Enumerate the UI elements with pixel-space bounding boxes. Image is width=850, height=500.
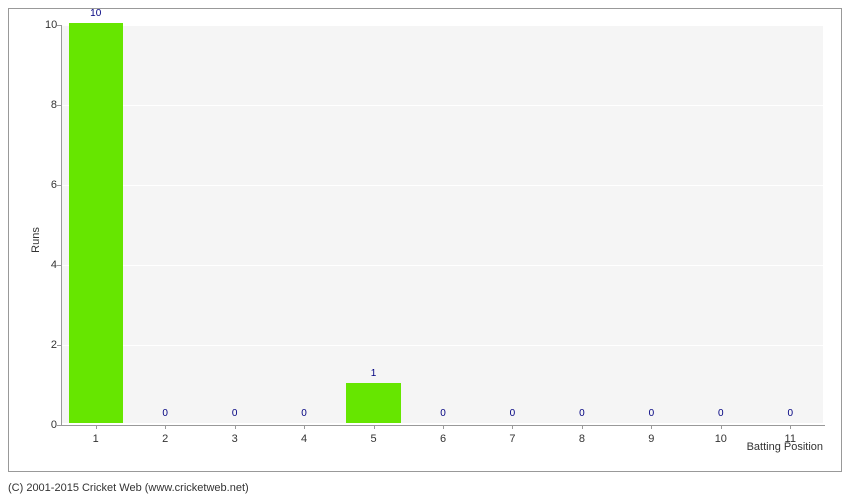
- grid-line: [61, 345, 823, 346]
- y-tick-label: 2: [45, 339, 57, 351]
- grid-line: [61, 25, 823, 26]
- y-tick-label: 4: [45, 259, 57, 271]
- y-axis-line: [61, 25, 62, 425]
- y-tick-label: 0: [45, 419, 57, 431]
- x-tick-label: 10: [715, 433, 727, 445]
- bar-value-label: 0: [440, 408, 446, 419]
- x-tick-label: 7: [509, 433, 515, 445]
- y-axis-label: Runs: [30, 227, 42, 253]
- plot-area: 100001000000: [61, 25, 823, 423]
- copyright-text: (C) 2001-2015 Cricket Web (www.cricketwe…: [8, 482, 249, 494]
- bar: [346, 383, 400, 423]
- chart-border: Runs Batting Position 100001000000 02468…: [8, 8, 842, 472]
- grid-line: [61, 105, 823, 106]
- bar-value-label: 0: [787, 408, 793, 419]
- bar-value-label: 10: [90, 8, 101, 19]
- bar-value-label: 0: [649, 408, 655, 419]
- bar-value-label: 0: [510, 408, 516, 419]
- x-tick-label: 2: [162, 433, 168, 445]
- y-tick-label: 6: [45, 179, 57, 191]
- bar-value-label: 0: [232, 408, 238, 419]
- x-tick-label: 11: [785, 433, 796, 445]
- x-axis-line: [61, 425, 825, 426]
- bar: [69, 23, 123, 423]
- x-tick-label: 9: [648, 433, 654, 445]
- y-tick-label: 8: [45, 99, 57, 111]
- bar-value-label: 0: [301, 408, 307, 419]
- bar-value-label: 0: [718, 408, 724, 419]
- grid-line: [61, 265, 823, 266]
- x-tick-label: 4: [301, 433, 307, 445]
- bar-value-label: 1: [371, 368, 377, 379]
- x-tick-label: 1: [93, 433, 99, 445]
- x-tick-label: 8: [579, 433, 585, 445]
- x-tick-label: 3: [232, 433, 238, 445]
- y-tick-label: 10: [45, 19, 57, 31]
- x-tick-label: 5: [370, 433, 376, 445]
- bar-value-label: 0: [162, 408, 168, 419]
- x-tick-label: 6: [440, 433, 446, 445]
- bar-value-label: 0: [579, 408, 585, 419]
- grid-line: [61, 185, 823, 186]
